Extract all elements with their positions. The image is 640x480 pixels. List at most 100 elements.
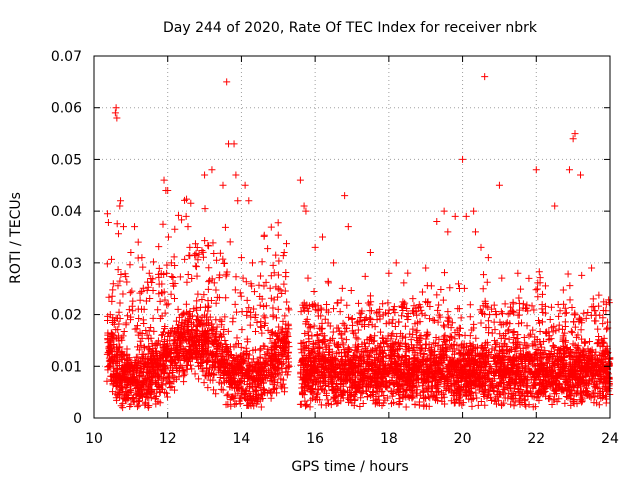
data-point (498, 274, 506, 282)
data-point (149, 314, 157, 322)
data-point (484, 303, 492, 311)
data-point (222, 294, 230, 302)
data-point (208, 166, 216, 174)
data-point (440, 269, 448, 277)
data-point (221, 223, 229, 231)
data-point (366, 314, 374, 322)
data-point (447, 333, 455, 341)
data-point (481, 385, 489, 393)
data-point (193, 306, 201, 314)
data-point (103, 260, 111, 268)
data-point (280, 280, 288, 288)
data-point (566, 296, 574, 304)
data-point (472, 334, 480, 342)
data-point (577, 326, 585, 334)
data-point (255, 381, 263, 389)
data-point (412, 328, 420, 336)
data-point (352, 334, 360, 342)
data-point (433, 217, 441, 225)
data-point (356, 403, 364, 411)
data-point (337, 330, 345, 338)
data-point (418, 310, 426, 318)
data-point (486, 386, 494, 394)
data-point (205, 264, 213, 272)
data-point (304, 307, 312, 315)
data-point (205, 302, 213, 310)
data-point (108, 292, 116, 300)
data-point (555, 321, 563, 329)
data-point (488, 329, 496, 337)
data-point (163, 301, 171, 309)
data-point (590, 302, 598, 310)
data-point (587, 311, 595, 319)
data-point (451, 212, 459, 220)
data-point (569, 340, 577, 348)
data-point (313, 332, 321, 340)
data-point (229, 314, 237, 322)
data-point (311, 347, 319, 355)
data-point (334, 299, 342, 307)
data-point (490, 301, 498, 309)
data-point (274, 231, 282, 239)
data-point (493, 391, 501, 399)
data-point (507, 346, 515, 354)
data-point (296, 400, 304, 408)
data-point (261, 342, 269, 350)
data-point (120, 328, 128, 336)
data-point (178, 363, 186, 371)
data-point (559, 350, 567, 358)
data-point (219, 386, 227, 394)
data-point (561, 399, 569, 407)
data-point (205, 242, 213, 250)
data-point (241, 181, 249, 189)
data-point (422, 340, 430, 348)
data-point (155, 243, 163, 251)
data-point (169, 273, 177, 281)
data-point (483, 394, 491, 402)
data-point (258, 329, 266, 337)
data-point (245, 304, 253, 312)
data-point (138, 288, 146, 296)
data-point (401, 322, 409, 330)
data-point (483, 278, 491, 286)
data-point (209, 239, 217, 247)
data-point (402, 403, 410, 411)
data-point (561, 337, 569, 345)
data-point (341, 328, 349, 336)
data-point (188, 275, 196, 283)
data-point (333, 373, 341, 381)
data-point (422, 264, 430, 272)
data-point (119, 400, 127, 408)
data-point (131, 223, 139, 231)
data-point (233, 308, 241, 316)
data-point (484, 317, 492, 325)
data-point (323, 300, 331, 308)
data-point (301, 329, 309, 337)
data-point (221, 313, 229, 321)
data-point (159, 220, 167, 228)
data-point (578, 319, 586, 327)
data-point (165, 379, 173, 387)
data-point (212, 332, 220, 340)
data-point (470, 320, 478, 328)
data-point (548, 324, 556, 332)
data-point (363, 374, 371, 382)
data-point (481, 73, 489, 81)
data-point (588, 264, 596, 272)
data-point (232, 171, 240, 179)
data-point (543, 328, 551, 336)
data-point (460, 284, 468, 292)
data-point (567, 327, 575, 335)
data-point (423, 331, 431, 339)
data-point (434, 342, 442, 350)
data-point (134, 238, 142, 246)
data-point (577, 171, 585, 179)
data-point (511, 398, 519, 406)
data-point (385, 269, 393, 277)
data-point (372, 309, 380, 317)
data-point (201, 205, 209, 213)
data-point (220, 326, 228, 334)
data-point (198, 247, 206, 255)
data-point (121, 270, 129, 278)
data-point (358, 340, 366, 348)
